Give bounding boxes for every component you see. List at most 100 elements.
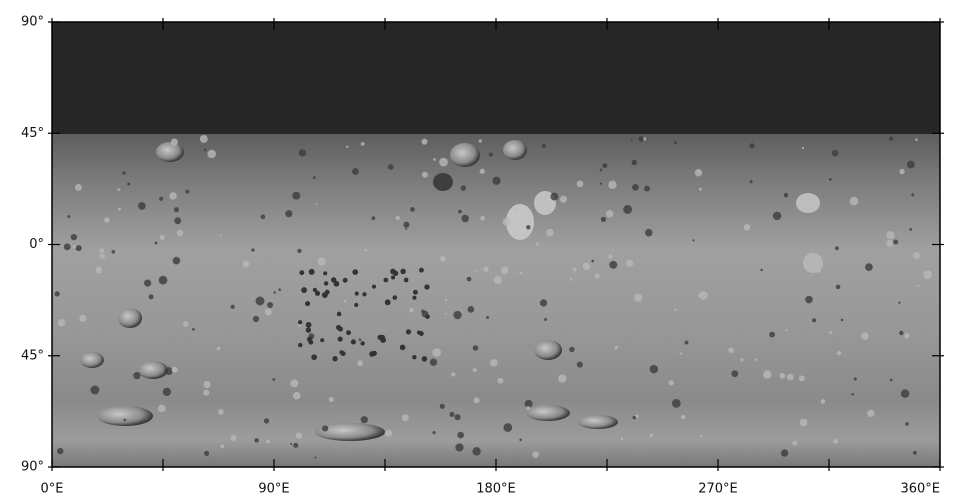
crater: [377, 334, 383, 340]
crater: [390, 275, 396, 280]
crater: [138, 361, 168, 379]
crater: [308, 268, 315, 275]
y-tick-label: 45°: [21, 348, 44, 363]
crater: [312, 176, 316, 179]
crater: [569, 346, 575, 353]
crater: [57, 319, 66, 327]
crater: [203, 148, 207, 152]
crater: [638, 136, 644, 142]
crater: [886, 231, 895, 240]
crater: [569, 277, 573, 281]
crater: [649, 433, 653, 438]
crater: [216, 346, 221, 351]
crater: [305, 301, 311, 307]
crater: [754, 358, 758, 361]
crater: [461, 214, 469, 223]
crater: [322, 425, 329, 432]
crater: [405, 227, 408, 230]
crater: [500, 266, 509, 275]
crater: [763, 370, 772, 379]
crater: [749, 180, 753, 184]
crater: [835, 284, 841, 290]
crater: [432, 348, 442, 357]
crater: [314, 290, 321, 296]
crater: [204, 450, 210, 456]
crater: [360, 341, 365, 346]
crater: [292, 391, 301, 400]
crater: [90, 385, 100, 395]
crater: [266, 439, 270, 444]
crater: [354, 302, 359, 307]
crater: [199, 135, 208, 143]
crater: [886, 239, 894, 247]
crater: [400, 268, 406, 275]
crater: [526, 225, 531, 230]
crater: [117, 188, 121, 192]
crater: [328, 396, 334, 403]
crater: [594, 273, 600, 279]
crater: [336, 311, 342, 317]
crater: [369, 351, 375, 357]
crater: [54, 291, 60, 297]
crater: [176, 229, 184, 237]
crater: [780, 449, 789, 457]
crater: [492, 176, 501, 185]
crater: [154, 241, 158, 245]
crater: [99, 248, 104, 253]
crater: [779, 372, 786, 379]
crater: [835, 246, 839, 251]
crater: [392, 295, 398, 300]
crater: [421, 171, 428, 178]
crater: [831, 149, 839, 157]
crater: [526, 406, 531, 410]
crater: [799, 418, 808, 427]
crater: [893, 239, 899, 245]
crater: [623, 205, 633, 214]
crater: [923, 270, 932, 280]
crater: [80, 352, 104, 368]
crater: [502, 217, 511, 227]
crater: [490, 359, 498, 367]
crater: [503, 423, 513, 432]
crater: [425, 314, 430, 319]
crater: [888, 136, 894, 141]
crater: [159, 196, 164, 201]
crater: [497, 377, 504, 384]
crater: [412, 289, 418, 295]
crater: [591, 259, 595, 263]
crater: [315, 423, 385, 441]
crater: [156, 142, 184, 162]
crater: [360, 416, 368, 424]
crater: [602, 163, 608, 169]
crater: [305, 322, 312, 328]
crater: [453, 310, 462, 320]
crater: [478, 139, 482, 143]
crater: [700, 435, 703, 438]
crater: [680, 414, 686, 420]
crater: [576, 180, 584, 188]
crater: [559, 195, 567, 203]
crater: [405, 329, 412, 335]
crater: [769, 331, 775, 338]
crater: [317, 257, 326, 266]
crater: [203, 380, 211, 389]
crater: [444, 312, 448, 315]
crater: [323, 281, 329, 286]
crater: [840, 318, 844, 322]
crater: [898, 301, 901, 304]
crater: [278, 288, 281, 292]
crater: [311, 354, 317, 361]
crater: [410, 207, 415, 212]
y-tick-label: 0°: [29, 237, 44, 252]
crater: [267, 302, 274, 309]
crater: [917, 284, 920, 287]
crater: [833, 439, 839, 444]
crater: [158, 275, 168, 285]
crater: [387, 164, 394, 170]
crater: [450, 143, 480, 167]
crater: [220, 444, 225, 449]
crater: [148, 294, 154, 300]
crater: [694, 169, 703, 177]
crater: [472, 368, 477, 372]
